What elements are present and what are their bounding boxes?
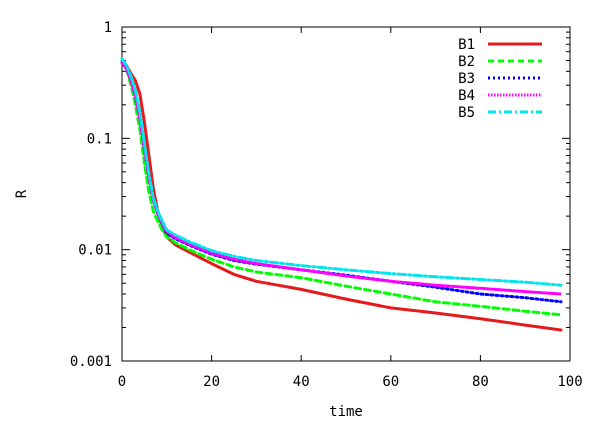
- x-tick-label: 0: [118, 374, 126, 390]
- legend-label: B2: [458, 54, 475, 70]
- plot-frame: [121, 26, 571, 362]
- series-line-b2: [120, 59, 563, 317]
- legend-label: B1: [458, 37, 475, 53]
- y-tick-label: 0.01: [78, 243, 112, 259]
- y-axis-title: R: [14, 189, 30, 198]
- x-tick-label: 60: [382, 374, 399, 390]
- x-tick-label: 80: [472, 374, 489, 390]
- legend-label: B4: [458, 88, 475, 104]
- legend-label: B5: [458, 105, 475, 121]
- series-line-b4: [120, 61, 563, 296]
- series-group: [120, 57, 563, 332]
- y-tick-label: 0.001: [70, 354, 112, 370]
- y-tick-label: 1: [104, 20, 112, 36]
- legend-label: B3: [458, 71, 475, 87]
- series-line-b5: [120, 57, 563, 287]
- y-tick-label: 0.1: [87, 131, 112, 147]
- x-tick-label: 20: [203, 374, 220, 390]
- series-line-b1: [120, 59, 563, 332]
- x-axis-title: time: [329, 404, 363, 420]
- axis-ticks: 0 20 40 60 80 100 0.001 0.01 0.1 1: [70, 20, 583, 390]
- series-line-b3: [120, 61, 563, 304]
- x-tick-label: 100: [557, 374, 582, 390]
- x-tick-label: 40: [293, 374, 310, 390]
